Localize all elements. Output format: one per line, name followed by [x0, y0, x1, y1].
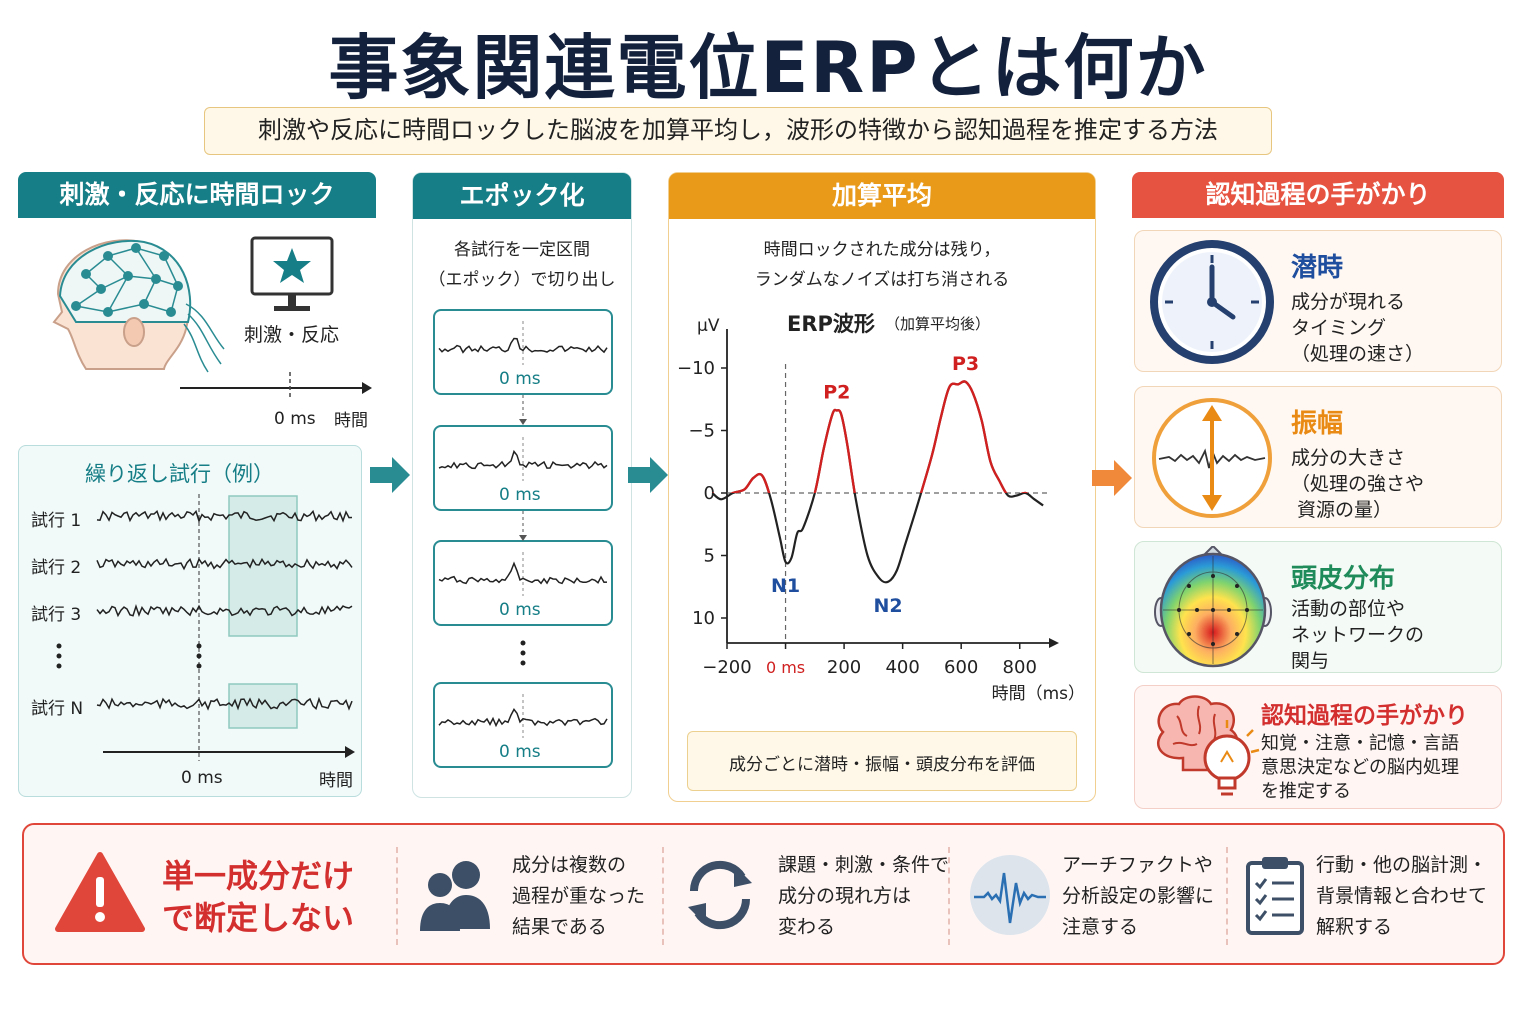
trial-label-2: 試行 2 — [31, 558, 82, 578]
peak-label-p3: P3 — [952, 353, 979, 375]
x-tick-label: −200 — [702, 657, 751, 678]
card-latency-desc: 成分が現れる タイミング （処理の速さ） — [1291, 291, 1425, 365]
trial-label-3: 試行 3 — [31, 605, 82, 625]
caution-bar: 単一成分だけ で断定しない 成分は複数の 過程が重なった 結果である 課題・刺激… — [22, 823, 1505, 965]
card-scalp-desc: 活動の部位や ネットワークの 関与 — [1291, 598, 1425, 672]
trials-zero-label: 0 ms — [181, 768, 223, 788]
head-eeg-cap-icon — [52, 239, 225, 373]
card-latency-title: 潜時 — [1291, 253, 1344, 283]
card-scalp-distribution: 頭皮分布 活動の部位や ネットワークの 関与 — [1134, 541, 1502, 673]
epoch-zero-1: 0 ms — [499, 369, 541, 389]
trials-time-label: 時間 — [319, 771, 353, 791]
brain-bulb-icon — [1157, 695, 1260, 796]
panel-cognitive-clues-header: 認知過程の手がかり — [1132, 172, 1504, 218]
epoch-box-1: 0 ms — [433, 309, 613, 395]
panel-epoching: エポック化 各試行を一定区間 （エポック）で切り出し 0 ms 0 ms 0 m… — [412, 172, 632, 798]
bottom-item-4-text: 行動・他の脳計測・ 背景情報と合わせて 解釈する — [1316, 854, 1488, 938]
bottom-item-1-text: 成分は複数の 過程が重なった 結果である — [512, 854, 646, 938]
erp-waveform-positive — [712, 380, 1029, 493]
epoch-waveform — [438, 337, 608, 354]
chart-title: ERP波形 — [787, 312, 875, 336]
chart-xlabel: 時間（ms） — [992, 684, 1085, 703]
x-tick-label: 600 — [944, 657, 978, 678]
arrow-right-orange-icon — [1092, 460, 1132, 496]
amplitude-icon — [1152, 398, 1272, 518]
card-latency: 潜時 成分が現れる タイミング （処理の速さ） — [1134, 230, 1502, 372]
y-tick-label: 10 — [692, 608, 715, 629]
arrow-right-icon-2 — [628, 457, 668, 493]
page-title: 事象関連電位ERPとは何か — [328, 27, 1208, 109]
epoch-connectors — [519, 395, 527, 666]
card-amplitude-desc: 成分の大きさ （処理の強さや 資源の量） — [1291, 447, 1425, 521]
y-tick-label: −5 — [688, 421, 715, 442]
warning-icon — [55, 852, 145, 932]
card-cognition-title: 認知過程の手がかり — [1261, 703, 1468, 729]
epoch-zero-4: 0 ms — [499, 742, 541, 762]
people-icon — [420, 861, 490, 931]
panel-epoching-header: エポック化 — [413, 173, 631, 219]
epoch-box-2: 0 ms — [433, 425, 613, 511]
page-subtitle: 刺激や反応に時間ロックした脳波を加算平均し，波形の特徴から認知過程を推定する方法 — [204, 107, 1272, 155]
zero-ms-label: 0 ms — [274, 409, 316, 429]
bottom-item-3-text: アーチファクトや 分析設定の影響に 注意する — [1062, 854, 1215, 938]
averaging-desc-1: 時間ロックされた成分は残り， — [763, 240, 1001, 260]
x-tick-label: 800 — [1003, 657, 1037, 678]
card-amplitude-title: 振幅 — [1291, 409, 1344, 439]
arrow-right-icon — [370, 457, 410, 493]
bottom-item-2-text: 課題・刺激・条件で 成分の現れ方は 変わる — [778, 854, 950, 938]
monitor-star-icon — [250, 236, 334, 311]
x-tick-label: 0 ms — [766, 658, 805, 677]
clock-icon — [1150, 240, 1274, 364]
signal-icon — [970, 855, 1050, 935]
panel-cognitive-clues: 認知過程の手がかり — [1132, 172, 1504, 218]
chart-subtitle: （加算平均後） — [885, 315, 990, 333]
timeline-axis — [180, 372, 372, 400]
cycle-icon — [688, 860, 752, 930]
trial-waveform — [96, 557, 353, 571]
epoch-desc-2: （エポック）で切り出し — [428, 270, 616, 290]
erp-waveform-line — [711, 380, 1044, 584]
trials-title: 繰り返し試行（例） — [85, 462, 274, 486]
erp-chart: ERP波形 （加算平均後） μV −10 −5 0 5 10 −200 0 ms 200 400 600… — [677, 312, 1085, 703]
chart-ylabel: μV — [697, 316, 720, 336]
trial-label-1: 試行 1 — [31, 511, 82, 531]
averaging-footer-text: 成分ごとに潜時・振幅・頭皮分布を評価 — [729, 755, 1035, 775]
trial-waveform — [96, 696, 353, 711]
peak-label-n2: N2 — [873, 595, 902, 617]
stimulus-label: 刺激・反応 — [244, 324, 340, 346]
averaging-footer: 成分ごとに潜時・振幅・頭皮分布を評価 — [687, 731, 1077, 791]
trial-waveform — [96, 604, 353, 618]
peak-label-p2: P2 — [823, 382, 850, 404]
epoch-waveform — [438, 708, 608, 728]
x-tick-label: 400 — [885, 657, 919, 678]
warning-text: 単一成分だけ で断定しない — [162, 857, 355, 937]
trials-waveforms — [56, 494, 355, 761]
peak-label-n1: N1 — [771, 575, 800, 597]
x-tick-label: 200 — [827, 657, 861, 678]
card-cognition-desc: 知覚・注意・記憶・言語 意思決定などの脳内処理 を推定する — [1261, 733, 1459, 802]
y-tick-label: 0 — [704, 483, 715, 504]
y-tick-label: −10 — [677, 358, 715, 379]
time-label: 時間 — [334, 411, 368, 431]
trial-waveform — [96, 509, 353, 524]
epoch-zero-2: 0 ms — [499, 485, 541, 505]
trial-label-n: 試行 N — [31, 699, 84, 719]
card-amplitude: 振幅 成分の大きさ （処理の強さや 資源の量） — [1134, 386, 1502, 528]
scalp-map-icon — [1154, 546, 1272, 668]
panel-averaging-header: 加算平均 — [669, 173, 1095, 219]
clipboard-icon — [1246, 857, 1304, 935]
y-tick-label: 5 — [704, 546, 715, 567]
epoch-waveform — [438, 449, 608, 470]
panel-time-lock-header: 刺激・反応に時間ロック — [18, 172, 376, 218]
card-cognition: 認知過程の手がかり 知覚・注意・記憶・言語 意思決定などの脳内処理 を推定する — [1134, 685, 1502, 809]
card-scalp-title: 頭皮分布 — [1291, 564, 1396, 594]
trials-box: 繰り返し試行（例） 試行 1 試行 2 試行 3 試行 N 0 ms 時間 — [18, 445, 362, 797]
averaging-desc-2: ランダムなノイズは打ち消される — [754, 270, 1010, 290]
epoch-box-4: 0 ms — [433, 682, 613, 768]
epoch-zero-3: 0 ms — [499, 600, 541, 620]
epoch-waveform — [438, 561, 608, 585]
epoch-box-3: 0 ms — [433, 540, 613, 626]
epoch-desc-1: 各試行を一定区間 — [454, 240, 590, 260]
panel-averaging: 加算平均 時間ロックされた成分は残り， ランダムなノイズは打ち消される ERP波… — [668, 172, 1096, 802]
